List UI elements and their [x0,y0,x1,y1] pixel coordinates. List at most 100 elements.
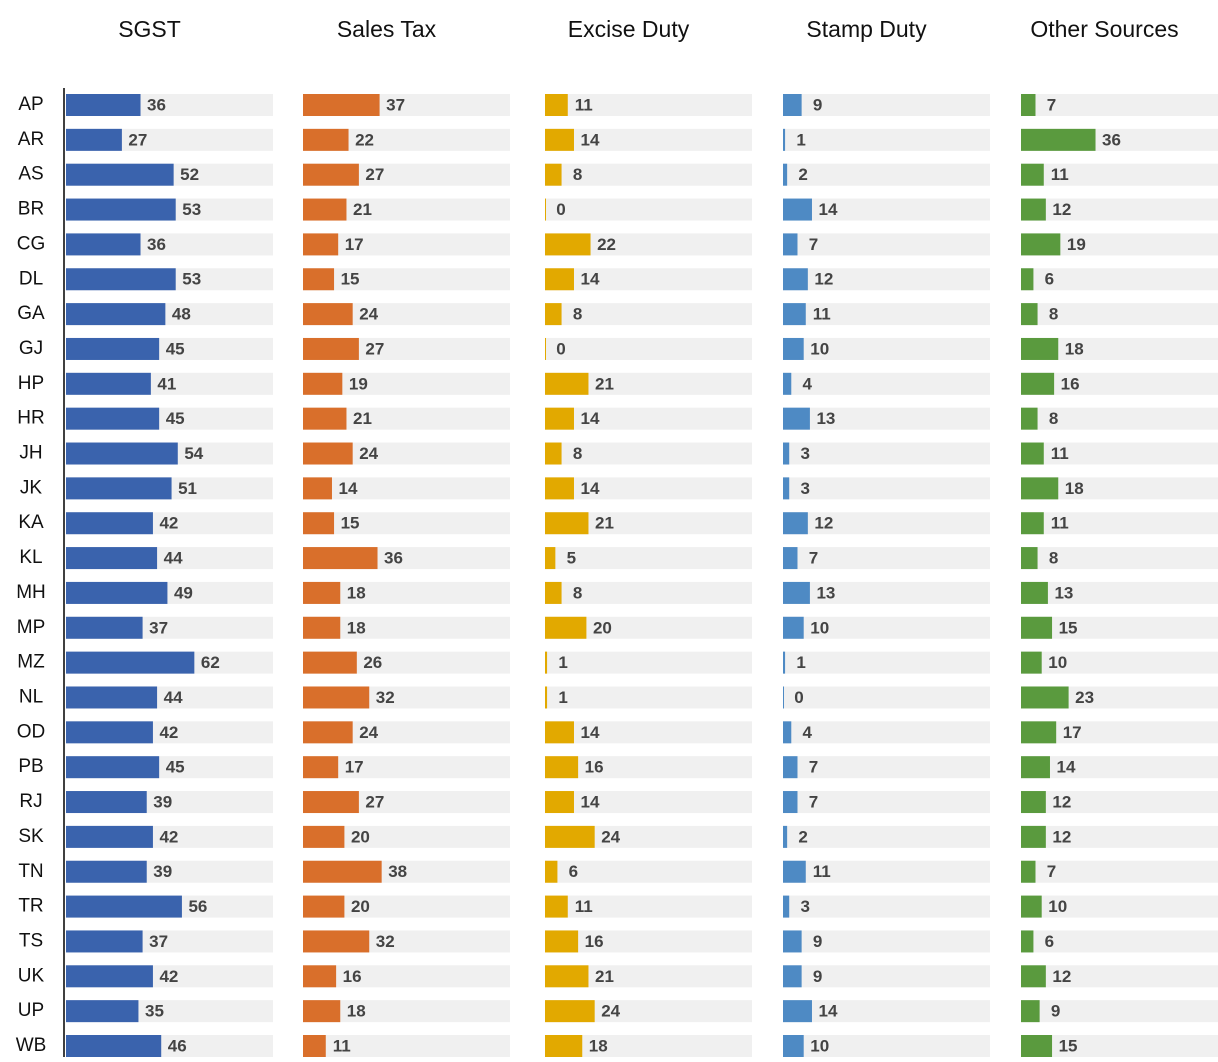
value-label: 37 [386,95,405,114]
value-label: 7 [1047,95,1056,114]
value-label: 35 [145,1002,164,1021]
bar [783,94,802,116]
bar-background [783,303,990,326]
bar [1021,686,1069,709]
value-label: 17 [345,235,364,254]
value-label: 1 [796,653,805,672]
value-label: 12 [1052,967,1071,986]
bar [1021,477,1059,500]
bar-background [545,512,752,535]
bar [545,442,562,465]
bar [303,721,353,744]
bar-background [545,965,752,988]
value-label: 8 [1049,409,1058,428]
value-label: 18 [1065,479,1084,498]
value-label: 14 [581,479,600,498]
value-label: 12 [814,514,833,533]
bar [545,965,589,988]
bar [303,581,341,604]
value-label: 45 [166,409,185,428]
bar-background [783,756,990,779]
value-label: 17 [1063,723,1082,742]
bar [66,407,160,430]
value-label: 37 [149,618,168,637]
value-label: 12 [1052,200,1071,219]
value-label: 36 [147,235,166,254]
category-label: HR [17,408,44,429]
value-label: 24 [359,723,378,742]
bar [783,581,810,604]
bar [66,895,182,918]
bar-background [783,198,990,221]
category-label: DL [19,268,43,289]
category-label: NL [19,686,43,707]
bar [66,825,153,848]
bar-background [783,268,990,291]
bar [1021,303,1038,326]
value-label: 14 [339,479,358,498]
bar [66,512,153,535]
value-label: 20 [593,618,612,637]
bar-background [1021,442,1218,465]
value-label: 56 [188,897,207,916]
bar [783,860,806,883]
bar-background [1021,930,1218,953]
value-label: 32 [376,932,395,951]
bar [783,721,792,744]
bar [303,965,337,988]
bar [303,233,339,256]
bar [66,337,160,360]
value-label: 27 [365,339,384,358]
value-label: 1 [558,688,567,707]
bar-background [1021,477,1218,500]
value-label: 38 [388,862,407,881]
value-label: 42 [159,827,178,846]
bar-background [303,965,510,988]
bar [303,1000,341,1023]
panel-title: Excise Duty [568,16,690,42]
category-label: WB [16,1035,47,1056]
value-label: 13 [1054,583,1073,602]
bar-background [303,477,510,500]
value-label: 7 [809,758,818,777]
value-label: 9 [813,967,822,986]
bar-background [303,268,510,291]
bar [1021,581,1048,604]
value-label: 7 [1047,862,1056,881]
bar-background [545,163,752,186]
bar [545,268,574,291]
bar [66,791,147,814]
bar-background [303,442,510,465]
bar-background [1021,581,1218,604]
value-label: 8 [573,165,582,184]
bar-background [1021,372,1218,395]
value-label: 4 [803,723,813,742]
bar [1021,1035,1053,1057]
bar [783,616,804,639]
value-label: 15 [341,514,360,533]
category-label: BR [18,199,44,220]
bar [545,860,558,883]
category-label: SK [18,826,44,847]
bar [66,756,160,779]
category-label: OD [17,721,46,742]
category-label: AP [18,94,43,115]
category-label: MH [16,582,46,603]
bar [783,686,784,709]
value-label: 27 [128,130,147,149]
bar [1021,442,1044,465]
bar [1021,337,1059,360]
category-label: HP [18,373,44,394]
bar-background [1021,965,1218,988]
value-label: 20 [351,827,370,846]
value-label: 44 [164,549,183,568]
bar [303,94,380,116]
bar [1021,512,1044,535]
bar-background [783,721,990,744]
value-label: 14 [819,1002,838,1021]
value-label: 54 [184,444,203,463]
value-label: 6 [569,862,578,881]
category-label: MZ [17,652,45,673]
value-label: 20 [351,897,370,916]
bar-background [545,860,752,883]
